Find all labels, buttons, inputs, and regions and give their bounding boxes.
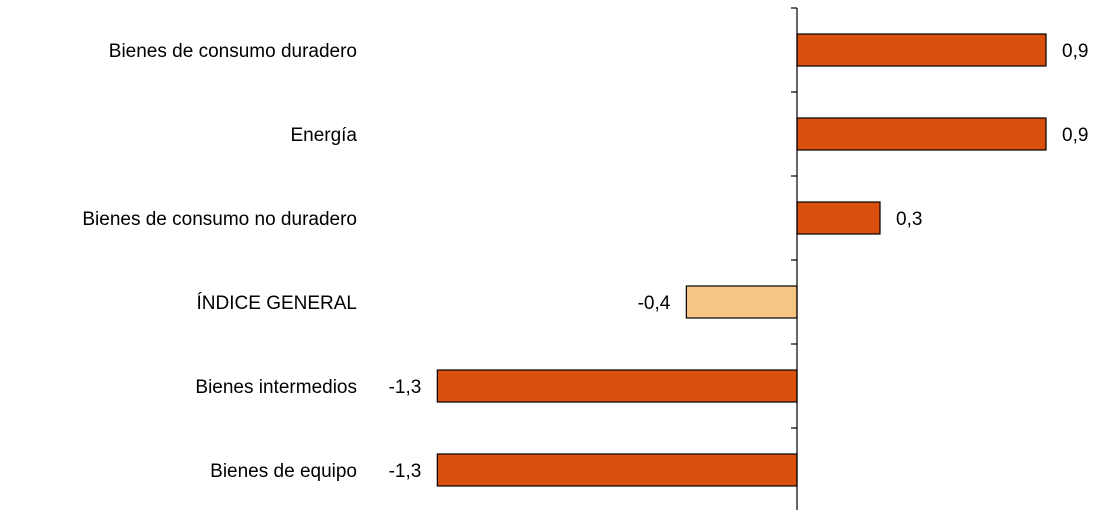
category-label-0: Bienes de consumo duradero: [109, 41, 357, 62]
value-label-2: 0,3: [896, 209, 922, 230]
value-label-4: -1,3: [389, 377, 422, 398]
bar-5: [436, 453, 798, 487]
bar-1: [796, 117, 1047, 151]
category-label-4: Bienes intermedios: [195, 377, 357, 398]
category-label-1: Energía: [290, 125, 357, 146]
bar-4: [436, 369, 798, 403]
bar-0: [796, 33, 1047, 67]
bars-layer: [436, 33, 1047, 487]
value-labels: 0,9 0,9 0,3 -0,4 -1,3 -1,3: [389, 41, 1089, 482]
category-label-3: ÍNDICE GENERAL: [197, 293, 357, 314]
category-labels: Bienes de consumo duradero Energía Bienes …: [82, 41, 357, 482]
category-label-2: Bienes de consumo no duradero: [82, 209, 357, 230]
category-label-5: Bienes de equipo: [210, 461, 357, 482]
value-label-0: 0,9: [1062, 41, 1088, 62]
bar-2: [796, 201, 881, 235]
value-label-5: -1,3: [389, 461, 422, 482]
value-label-1: 0,9: [1062, 125, 1088, 146]
bar-3: [685, 285, 798, 319]
value-label-3: -0,4: [638, 293, 671, 314]
value-axis: [791, 7, 798, 510]
